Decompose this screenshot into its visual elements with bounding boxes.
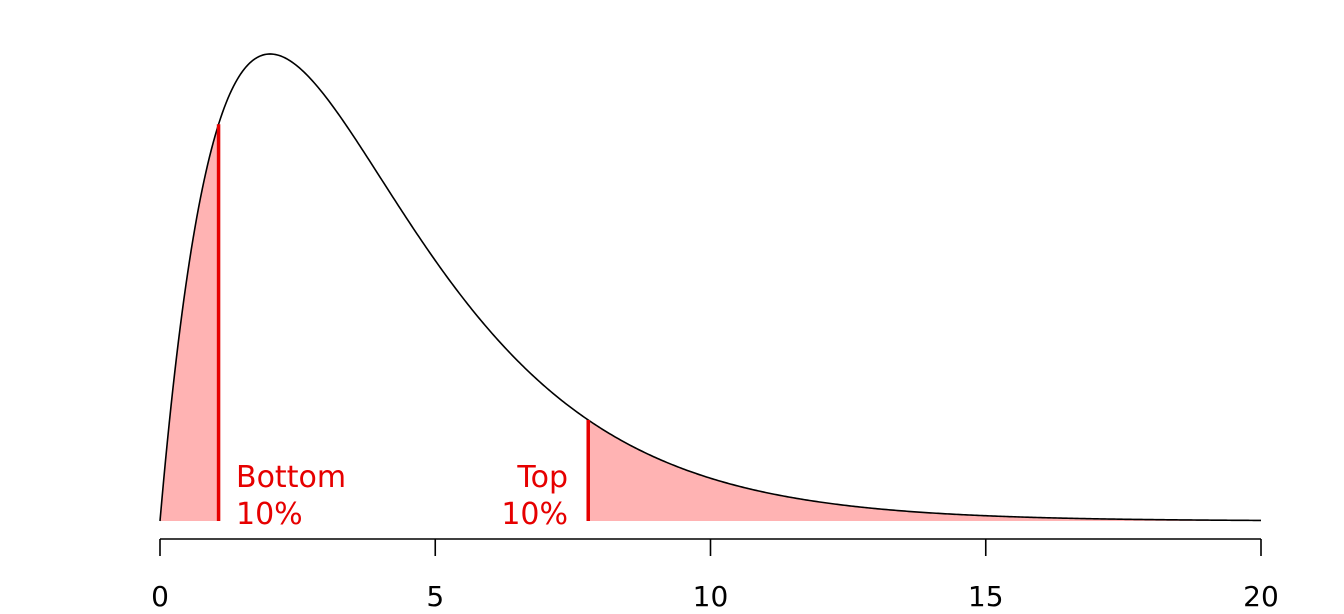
annotation-labels: Bottom 10% Top 10% [236,460,568,532]
x-tick-label-0: 0 [151,580,169,613]
x-tick-label-10: 10 [693,580,729,613]
density-curve-layer [159,53,1262,522]
x-tick-label-15: 15 [968,580,1004,613]
bottom-annotation-line1: Bottom [236,460,346,495]
bottom-tail-shade [160,124,219,522]
shaded-tail-regions [160,124,1261,522]
x-tick-label-5: 5 [426,580,444,613]
top-annotation-line1: Top [516,460,568,495]
x-tick-label-20: 20 [1243,580,1279,613]
cutoff-lines [216,124,590,521]
top-tail-shade [588,420,1261,521]
top-annotation-line2: 10% [501,497,568,532]
x-axis: 0 5 10 15 20 [151,538,1279,613]
density-curve [159,53,1262,522]
bottom-annotation-line2: 10% [236,497,303,532]
